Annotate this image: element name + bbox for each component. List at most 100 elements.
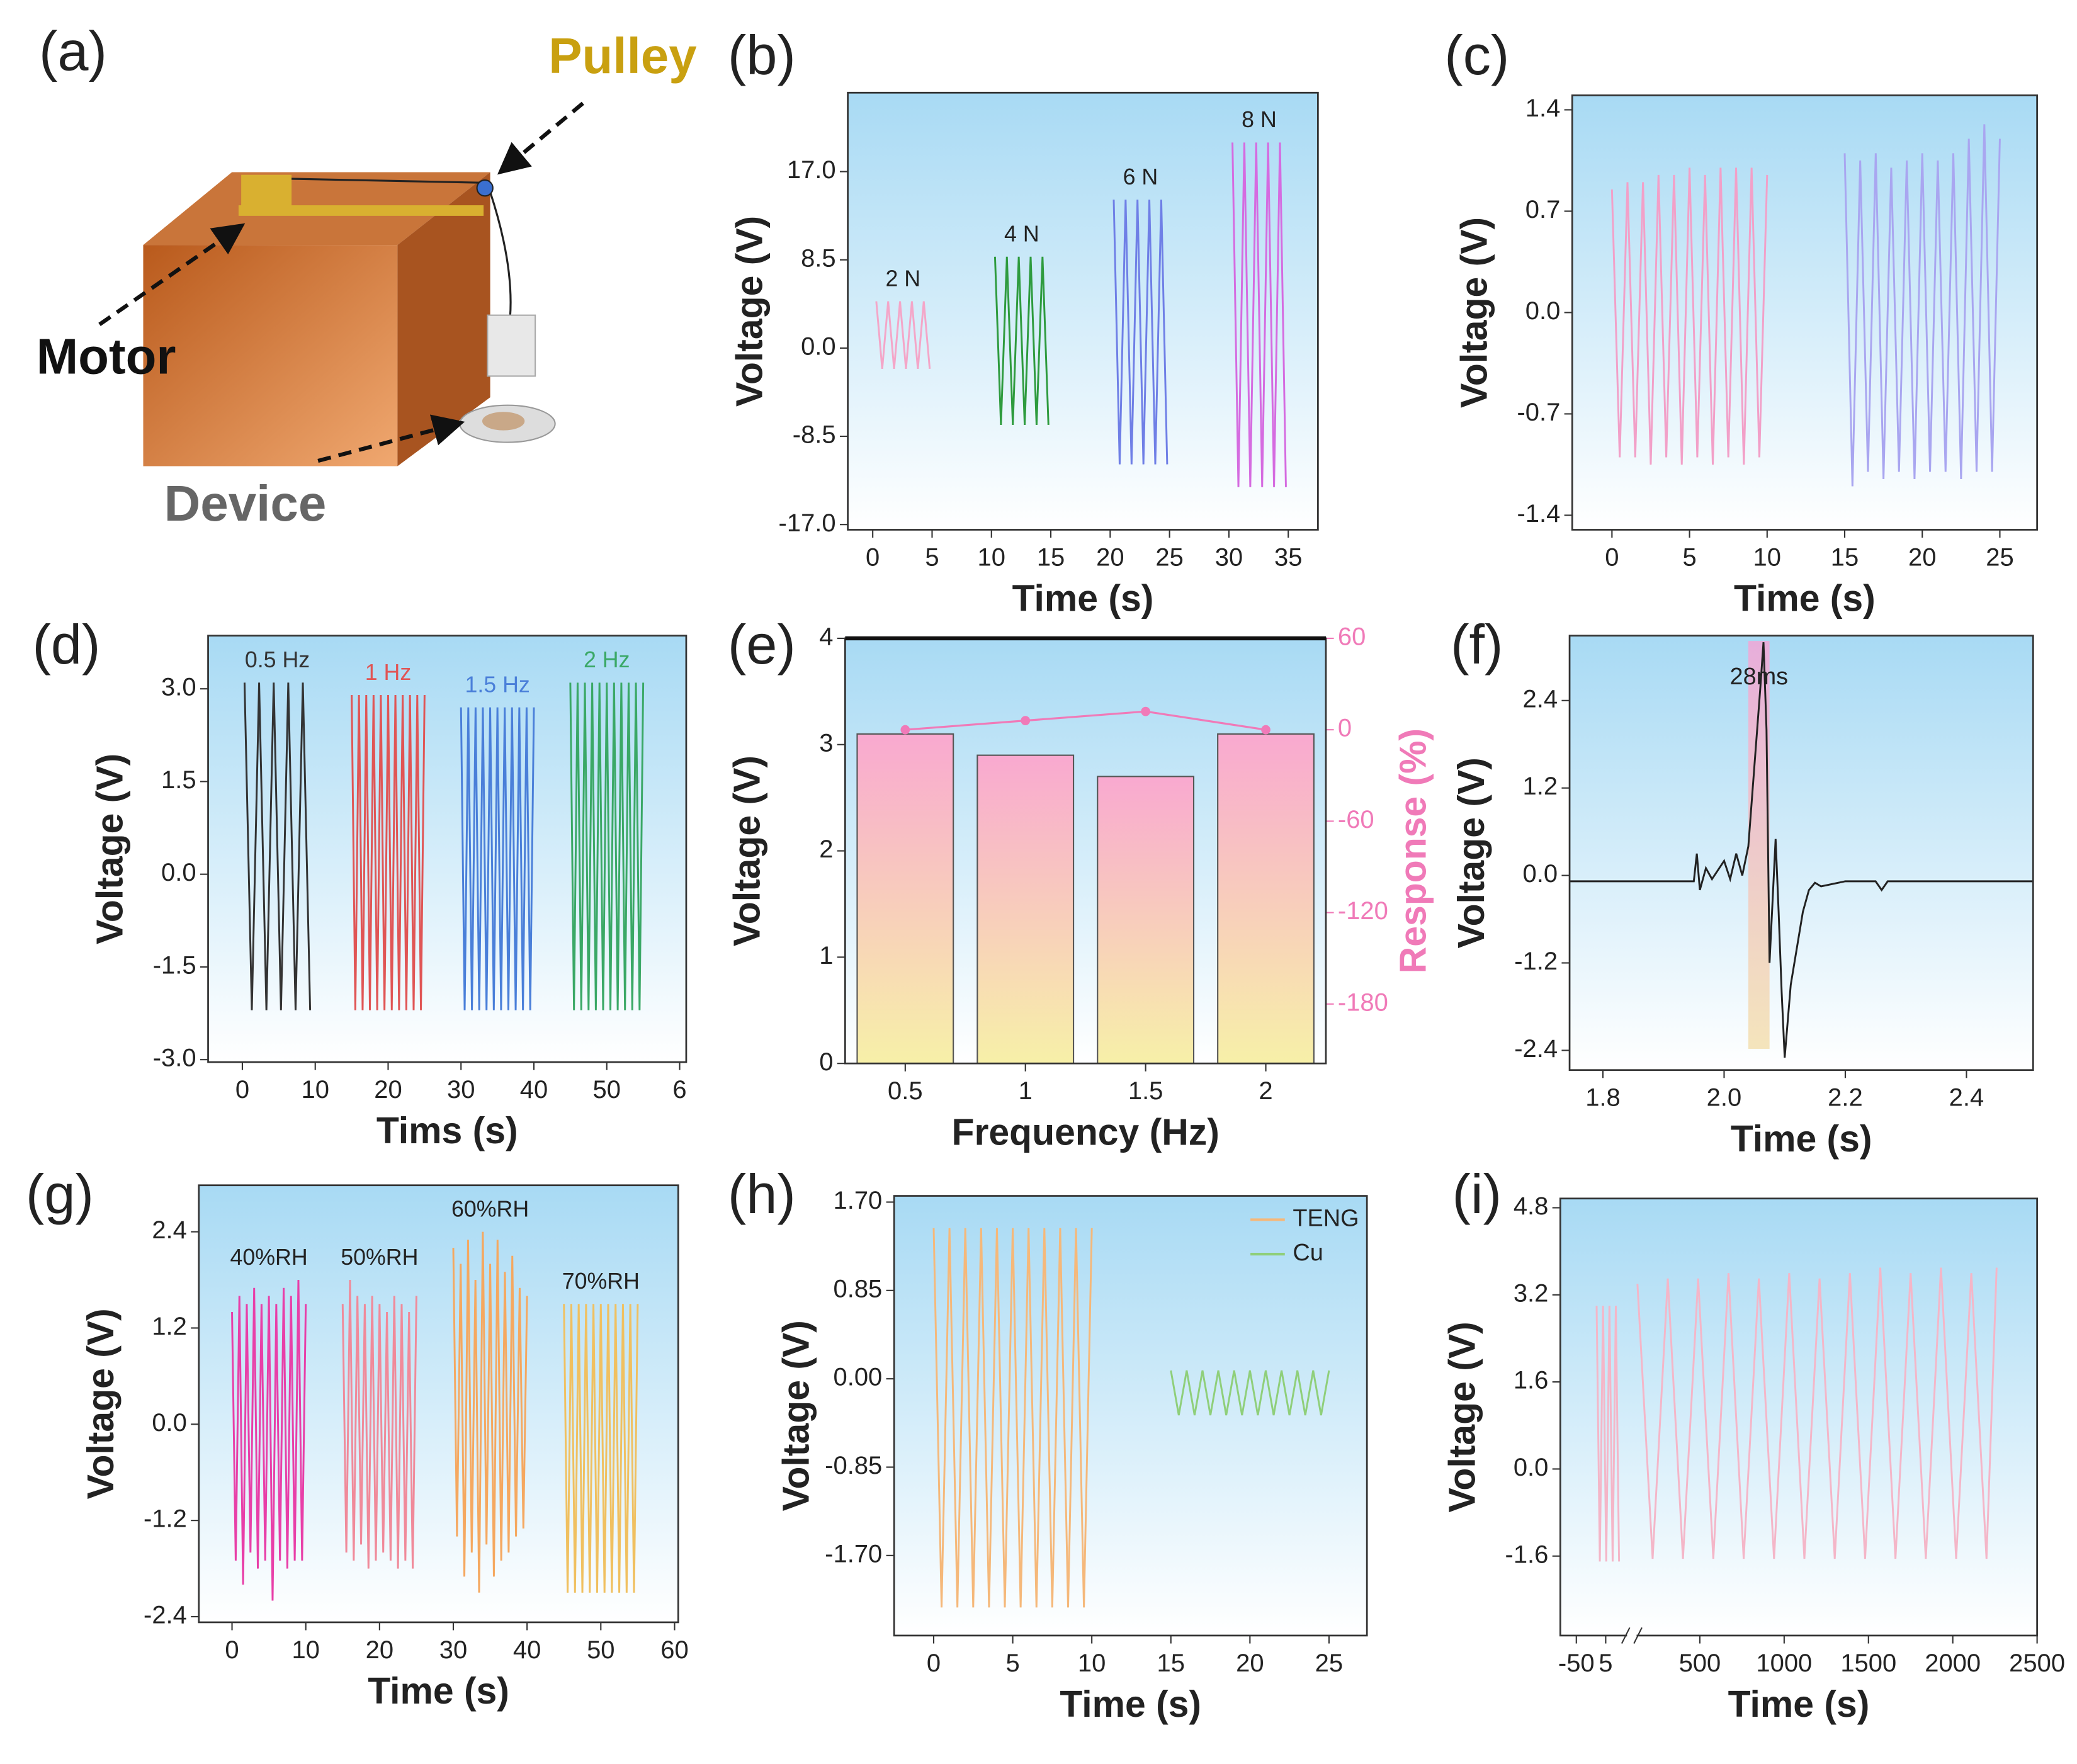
- series-label: 60%RH: [451, 1196, 529, 1221]
- x-axis-label: Frequency (Hz): [951, 1112, 1219, 1153]
- y-tick-label: 4: [819, 623, 833, 650]
- axis-break: [1627, 1631, 1637, 1640]
- y-axis-label: Voltage (V): [776, 1320, 817, 1511]
- y-tick-label: 1.6: [1514, 1367, 1549, 1394]
- plot-area: [1570, 635, 2034, 1070]
- legend-label: TENG: [1293, 1205, 1359, 1231]
- plot-frame: [1559, 1197, 2038, 1637]
- y-tick-label: 1.5: [161, 766, 196, 794]
- plot-frame: [1571, 94, 2038, 531]
- x-tick-label: 5: [1682, 543, 1696, 571]
- series-line: [932, 1228, 1093, 1608]
- x-tick-label: 20: [1096, 543, 1124, 571]
- motor-label: Motor: [37, 328, 176, 384]
- wire: [291, 178, 512, 318]
- response-point: [1021, 716, 1031, 725]
- x-tick-label: 5: [1005, 1649, 1019, 1677]
- y-tick-label: -0.85: [825, 1452, 882, 1479]
- plot-frame: [207, 635, 688, 1063]
- panel-label: (i): [1452, 1163, 1502, 1225]
- bar: [1097, 776, 1195, 1065]
- x-tick-label: 0: [225, 1636, 239, 1664]
- x-tick-label: 0: [927, 1649, 941, 1677]
- plot-frame: [847, 91, 1319, 531]
- y-tick-label: 1.70: [834, 1187, 883, 1214]
- x-tick-label: 15: [1831, 543, 1859, 571]
- y-axis-label: Voltage (V): [1454, 217, 1495, 408]
- y-axis-label: Voltage (V): [727, 755, 767, 946]
- y-tick-label: -0.7: [1517, 399, 1560, 426]
- x-tick-label: 10: [301, 1076, 329, 1104]
- y2-axis-label: Response (%): [1393, 728, 1434, 973]
- x-axis-label: Time (s): [1012, 579, 1154, 619]
- y-tick-label: 0.0: [161, 859, 196, 886]
- plot-frame: [1568, 635, 2034, 1071]
- x-tick-label: 1.8: [1585, 1084, 1621, 1112]
- panel-label: (d): [32, 613, 100, 676]
- x-tick-label: 0: [235, 1076, 249, 1104]
- series-label: 50%RH: [341, 1245, 418, 1270]
- y-tick-label: 0.7: [1525, 196, 1561, 223]
- response-line: [905, 710, 1266, 731]
- y-tick-label: -1.70: [825, 1540, 882, 1568]
- y-axis-label: Voltage (V): [1442, 1321, 1483, 1512]
- y-tick-label: 3: [819, 729, 833, 757]
- panel-label: (g): [26, 1163, 94, 1225]
- y-tick-label: 0.00: [834, 1364, 883, 1391]
- pulley: [476, 179, 494, 197]
- series-line: [569, 682, 645, 1010]
- x-tick-label: 25: [1315, 1649, 1343, 1677]
- y2-tick-label: -60: [1338, 806, 1374, 834]
- x-tick-label: -50: [1558, 1649, 1595, 1677]
- y-tick-label: 0.0: [152, 1409, 187, 1437]
- annotation: 28ms: [1730, 664, 1789, 690]
- x-axis-label: Time (s): [1734, 579, 1876, 619]
- response-point: [1141, 706, 1150, 716]
- panel-label: (f): [1451, 613, 1503, 676]
- y-tick-label: 0.0: [1523, 860, 1558, 888]
- x-axis-label: Time (s): [1728, 1684, 1870, 1725]
- series-label: 1 Hz: [365, 660, 412, 685]
- series-line: [341, 1280, 417, 1569]
- x-tick-label: 2.0: [1707, 1084, 1742, 1112]
- x-tick-label: 20: [374, 1076, 402, 1104]
- panel-label: (a): [39, 20, 107, 82]
- x-tick-label: 35: [1274, 543, 1302, 571]
- bar: [856, 733, 954, 1065]
- x-tick-label: 2: [1259, 1077, 1272, 1105]
- series-line: [351, 694, 426, 1010]
- series-line: [1610, 167, 1769, 465]
- y-tick-label: 8.5: [801, 244, 836, 272]
- response-point: [1261, 725, 1271, 735]
- series-line: [563, 1304, 639, 1593]
- y2-tick-label: -120: [1338, 897, 1388, 925]
- diagram: (a) Pulley Motor Device: [37, 20, 698, 531]
- y-tick-label: -1.2: [144, 1505, 187, 1533]
- y-tick-label: 0.0: [801, 332, 836, 360]
- cube-side: [397, 172, 490, 466]
- weight: [487, 314, 536, 377]
- cube-front: [143, 245, 398, 466]
- y2-tick-label: 0: [1338, 715, 1352, 742]
- x-tick-label: 1: [1019, 1077, 1033, 1105]
- rail: [238, 205, 484, 216]
- x-tick-label: 25: [1155, 543, 1183, 571]
- x-tick-label: 500: [1679, 1649, 1721, 1677]
- x-tick-label: 50: [593, 1076, 621, 1104]
- x-tick-label: 1000: [1756, 1649, 1812, 1677]
- series-line: [1570, 642, 2034, 1058]
- x-tick-label: 20: [366, 1636, 393, 1664]
- y-tick-label: 1.2: [1523, 772, 1558, 800]
- y-tick-label: 1: [819, 942, 833, 970]
- x-tick-label: 0: [866, 543, 880, 571]
- series-line: [243, 682, 312, 1010]
- y-tick-label: -8.5: [793, 421, 836, 449]
- y-tick-label: -1.5: [153, 951, 196, 979]
- series-label: 0.5 Hz: [245, 647, 310, 672]
- x-tick-label: 1.5: [1128, 1077, 1163, 1105]
- y-tick-label: 2: [819, 835, 833, 863]
- series-line: [1843, 124, 2001, 487]
- plot-area: [1560, 1198, 2037, 1636]
- y-tick-label: 0: [819, 1048, 833, 1076]
- series-label: 2 Hz: [584, 647, 630, 672]
